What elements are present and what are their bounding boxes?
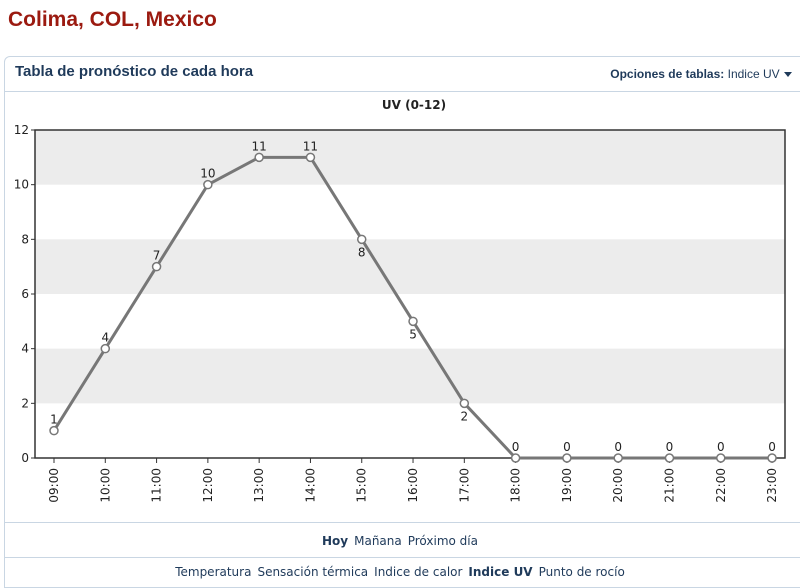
y-tick-label: 12 xyxy=(14,123,29,137)
data-point xyxy=(203,179,213,190)
data-point xyxy=(356,234,367,245)
data-label: 11 xyxy=(252,139,267,153)
chart-link[interactable]: Indice UV xyxy=(468,565,533,579)
data-point xyxy=(151,261,162,272)
chart-link[interactable]: Indice de calor xyxy=(374,565,463,579)
y-tick-label: 4 xyxy=(21,342,29,356)
x-tick-label: 12:00 xyxy=(201,468,215,503)
data-label: 2 xyxy=(460,409,468,423)
day-tab[interactable]: Próximo día xyxy=(407,534,478,548)
options-value[interactable]: Indice UV xyxy=(727,67,780,81)
x-tick-label: 13:00 xyxy=(252,468,266,503)
data-label: 0 xyxy=(563,440,571,454)
x-tick-label: 18:00 xyxy=(509,468,523,503)
y-tick-label: 6 xyxy=(21,287,29,301)
y-tick-label: 10 xyxy=(14,178,29,192)
data-point xyxy=(49,425,59,436)
x-tick-label: 19:00 xyxy=(560,468,574,503)
location-title: Colima, COL, Mexico xyxy=(8,8,217,31)
options-label: Opciones de tablas: xyxy=(610,67,725,81)
data-label: 8 xyxy=(358,245,366,259)
y-tick-label: 2 xyxy=(21,396,29,410)
data-label: 7 xyxy=(153,249,161,263)
x-tick-label: 23:00 xyxy=(765,468,779,503)
y-tick-label: 0 xyxy=(21,451,29,465)
x-tick-label: 09:00 xyxy=(47,468,61,503)
grid-band xyxy=(35,239,785,294)
data-point xyxy=(305,152,316,163)
data-label: 0 xyxy=(666,440,674,454)
table-options[interactable]: Opciones de tablas: Indice UV xyxy=(610,67,793,81)
day-tabs: Hoy Mañana Próximo día xyxy=(0,534,800,548)
chart-link[interactable]: Sensación térmica xyxy=(257,565,369,579)
data-point xyxy=(664,453,675,463)
data-label: 0 xyxy=(768,440,776,454)
data-point xyxy=(767,453,777,463)
data-point xyxy=(459,398,470,409)
x-tick-label: 14:00 xyxy=(303,468,317,503)
x-tick-label: 21:00 xyxy=(662,468,676,503)
data-point xyxy=(100,343,111,354)
panel-title: Tabla de pronóstico de cada hora xyxy=(15,63,254,80)
data-point xyxy=(613,453,623,463)
day-tab[interactable]: Mañana xyxy=(354,534,402,548)
day-tab[interactable]: Hoy xyxy=(322,534,349,548)
chart-link[interactable]: Punto de rocío xyxy=(538,565,625,579)
data-label: 0 xyxy=(512,440,520,454)
grid-band xyxy=(35,348,785,404)
data-label: 4 xyxy=(101,331,109,345)
data-label: 5 xyxy=(409,327,417,341)
data-point xyxy=(716,453,726,463)
separator xyxy=(4,557,800,558)
separator xyxy=(4,522,800,523)
chart-title: UV (0-12) xyxy=(382,98,446,112)
data-label: 0 xyxy=(717,440,725,454)
x-tick-label: 22:00 xyxy=(714,468,728,503)
x-tick-label: 16:00 xyxy=(406,468,420,503)
dropdown-arrow xyxy=(784,71,792,77)
x-tick-label: 17:00 xyxy=(457,468,471,503)
x-tick-label: 15:00 xyxy=(355,468,369,503)
x-tick-label: 10:00 xyxy=(98,468,112,503)
data-point xyxy=(254,152,264,163)
x-tick-label: 11:00 xyxy=(150,468,164,503)
chart-link[interactable]: Temperatura xyxy=(175,565,252,579)
data-point xyxy=(408,316,418,327)
data-label: 11 xyxy=(303,139,318,153)
grid-band xyxy=(35,130,785,185)
y-tick-label: 8 xyxy=(21,232,29,246)
data-label: 1 xyxy=(50,413,58,427)
data-label: 0 xyxy=(614,440,622,454)
panel-header: Tabla de pronóstico de cada hora Opcione… xyxy=(5,57,800,92)
data-point xyxy=(510,453,521,463)
x-tick-label: 20:00 xyxy=(611,468,625,503)
data-point xyxy=(562,453,572,463)
chart-links: Temperatura Sensación térmica Indice de ca… xyxy=(0,565,800,579)
data-label: 10 xyxy=(200,167,215,181)
